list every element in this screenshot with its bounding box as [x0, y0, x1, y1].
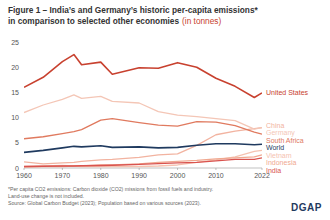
series-line [24, 158, 262, 167]
chart: Figure 1 – India’s and Germany’s histori… [0, 0, 330, 220]
note: *Per capita CO2 emissions: Carbon dioxid… [8, 186, 213, 192]
y-tick-label: 0 [15, 165, 19, 172]
x-tick-label: 2000 [170, 172, 186, 179]
subtitle: in comparison to selected other economie… [8, 16, 179, 26]
note: Land-use change is not included. [8, 193, 84, 199]
series-line [24, 119, 262, 139]
y-tick-label: 10 [11, 114, 19, 121]
y-tick-label: 5 [15, 139, 19, 146]
title: Figure 1 – India’s and Germany’s histori… [8, 5, 259, 15]
y-tick-label: 20 [11, 64, 19, 71]
x-tick [139, 168, 140, 170]
series-label: Indonesia [266, 159, 296, 166]
series-label: South Africa [266, 137, 304, 144]
y-tick [22, 142, 24, 143]
note: Source: Global Carbon Budget (2023); Pop… [8, 200, 201, 206]
x-axis [24, 168, 262, 169]
logo: DGAP [291, 202, 322, 213]
series-label: Vietnam [266, 152, 292, 159]
x-tick [24, 168, 25, 170]
x-tick [177, 168, 178, 170]
x-tick [62, 168, 63, 170]
y-label: (in tonnes) [182, 16, 221, 26]
series-line [24, 150, 262, 166]
y-tick [22, 42, 24, 43]
series-line [24, 55, 262, 98]
y-tick-label: 15 [11, 89, 19, 96]
x-tick-label: 1980 [93, 172, 109, 179]
plot-area [24, 55, 262, 167]
series-label: United States [266, 89, 309, 96]
x-tick-label: 1970 [55, 172, 71, 179]
x-tick [262, 168, 263, 170]
series-label: China [266, 122, 284, 129]
subtitle-line: in comparison to selected other economie… [8, 16, 221, 26]
y-tick-label: 25 [11, 39, 19, 46]
x-tick [215, 168, 216, 170]
x-tick [100, 168, 101, 170]
series-line [24, 144, 262, 153]
x-tick-label: 1990 [131, 172, 147, 179]
x-tick-label: 1960 [16, 172, 32, 179]
y-tick [22, 117, 24, 118]
x-tick-label: 2010 [208, 172, 224, 179]
series-line [24, 155, 262, 167]
series-label: India [266, 167, 281, 174]
y-tick [22, 67, 24, 68]
series-label: World [266, 144, 284, 151]
y-tick [22, 92, 24, 93]
